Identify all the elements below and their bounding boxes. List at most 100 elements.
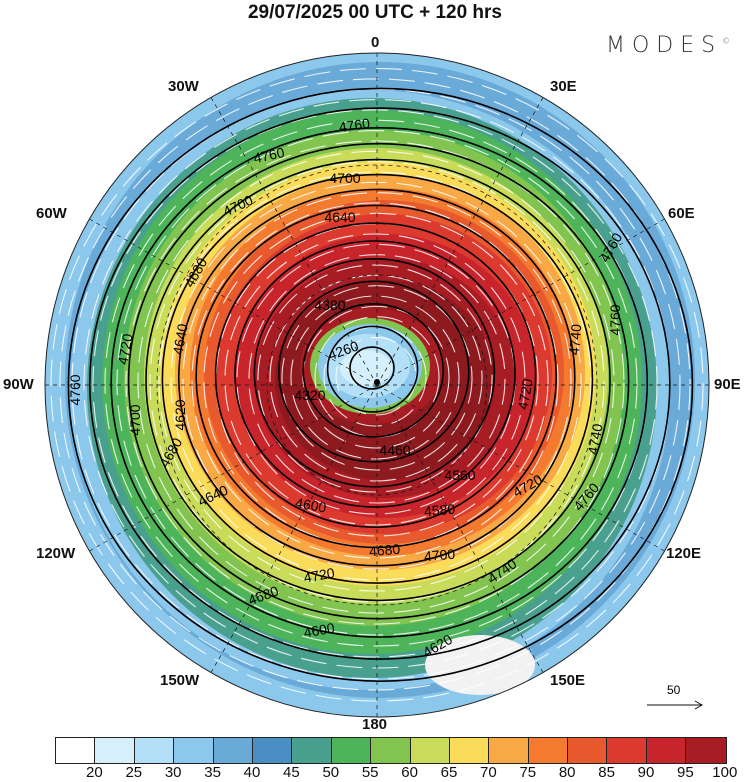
contour-label: 4760 [338,115,371,135]
streamline [170,181,582,581]
streamline [269,274,483,482]
colorbar-tick-label: 40 [243,764,261,781]
contour-label: 4720 [114,332,135,366]
colorbar-swatch [449,738,490,763]
lon-label-90w: 90W [3,376,34,393]
arrow-right-icon [647,700,704,710]
colorbar-swatch [646,738,687,763]
height-contour [127,142,630,620]
lon-label-60e: 60E [668,205,695,222]
contour-label: 4700 [127,404,143,435]
land-area [45,60,90,220]
contour-label: 4620 [172,399,188,430]
height-contour [349,346,395,390]
pole-marker [374,379,380,385]
copyright-mark: © [722,36,731,46]
colorbar-swatch [410,738,450,763]
logo-text: MODES [606,33,723,58]
colorbar-swatch [371,738,411,763]
lon-label-0: 0 [371,34,380,51]
streamline [92,109,658,658]
colorbar-tick-label: 85 [598,764,615,781]
polar-wind-map: 4760 4760 4700 4640 4700 4680 4640 4720 4700 4760… [44,52,710,718]
streamline [215,223,539,537]
contour-label: 4640 [324,209,355,225]
colorbar-swatch [568,738,608,763]
height-contour [214,222,537,529]
lon-label-150w: 150W [160,672,200,689]
height-contour [277,280,470,463]
colorbar-swatch [252,738,293,763]
streamline [158,171,592,592]
contour-label: 4460 [379,442,410,458]
contour-label: 4320 [294,387,325,403]
colorbar-swatch [95,738,135,763]
height-contour [302,303,445,438]
contour-label: 4700 [329,170,360,186]
contour-label: 4760 [252,144,286,166]
colorbar-tick-label: 90 [637,764,655,781]
colorbar-tick-label: 35 [204,764,221,781]
colorbar-tick-label: 60 [401,764,418,781]
colorbar-tick-label: 50 [322,764,340,781]
colorbar-swatch [331,738,372,763]
height-contour [145,158,611,602]
latitude-circle [156,164,598,606]
streamline [59,78,691,691]
map-title: 29/07/2025 00 UTC + 120 hrs [247,2,503,23]
streamline [137,150,615,614]
contour-label: 4600 [302,619,336,640]
contour-label: 4700 [423,546,456,565]
height-contour [195,204,558,549]
lon-label-150e: 150E [550,672,586,689]
colorbar-swatch [292,738,332,763]
contour-label: 4740 [566,323,585,356]
colorbar [55,737,727,764]
lon-label-30e: 30E [550,78,577,95]
contour-label: 4720 [302,564,336,585]
colorbar-tick-label: 20 [86,764,103,781]
contour-label: 4580 [423,501,456,520]
contour-label: 4640 [169,322,190,356]
streamline [191,202,559,559]
streamline [71,88,681,680]
lon-label-30w: 30W [168,78,199,95]
vector-reference: 50 [645,683,705,713]
height-contour [110,126,649,638]
streamline [125,140,625,625]
contour-label: 4740 [584,422,605,456]
height-contour [161,173,594,584]
colorbar-tick-label: 70 [480,764,497,781]
contour-label: 4380 [314,297,345,313]
height-contour [326,325,419,413]
lon-label-120w: 120W [36,545,76,562]
height-contour [234,240,516,508]
streamline [224,233,526,526]
colorbar-swatch [134,738,175,763]
lat-lon-grid [45,53,709,717]
modes-logo: MODES© [606,33,730,58]
contour-label: 4560 [444,467,475,483]
lon-label-60w: 60W [36,205,67,222]
colorbar-tick-label: 55 [361,764,379,781]
streamline [149,161,605,603]
colorbar-tick-label: 65 [440,764,458,781]
colorbar-tick-label: 100 [712,764,738,781]
colorbar-tick-label: 75 [519,764,537,781]
colorbar-swatch [489,738,529,763]
colorbar-tick-label: 45 [283,764,300,781]
colorbar-swatch [174,738,214,763]
lon-label-180: 180 [362,716,388,733]
colorbar-tick-label: 30 [164,764,182,781]
contour-label: 4600 [294,494,328,515]
map-boundary [44,52,710,718]
contour-label: 4760 [607,304,623,335]
height-contour [88,107,671,660]
colorbar-tick-label: 80 [558,764,576,781]
latitude-circle [266,274,488,496]
colorbar-swatch [213,738,253,763]
streamline [290,295,460,460]
contour-label: 4720 [514,377,535,411]
height-contour [253,257,496,488]
lon-label-90e: 90E [714,376,741,393]
